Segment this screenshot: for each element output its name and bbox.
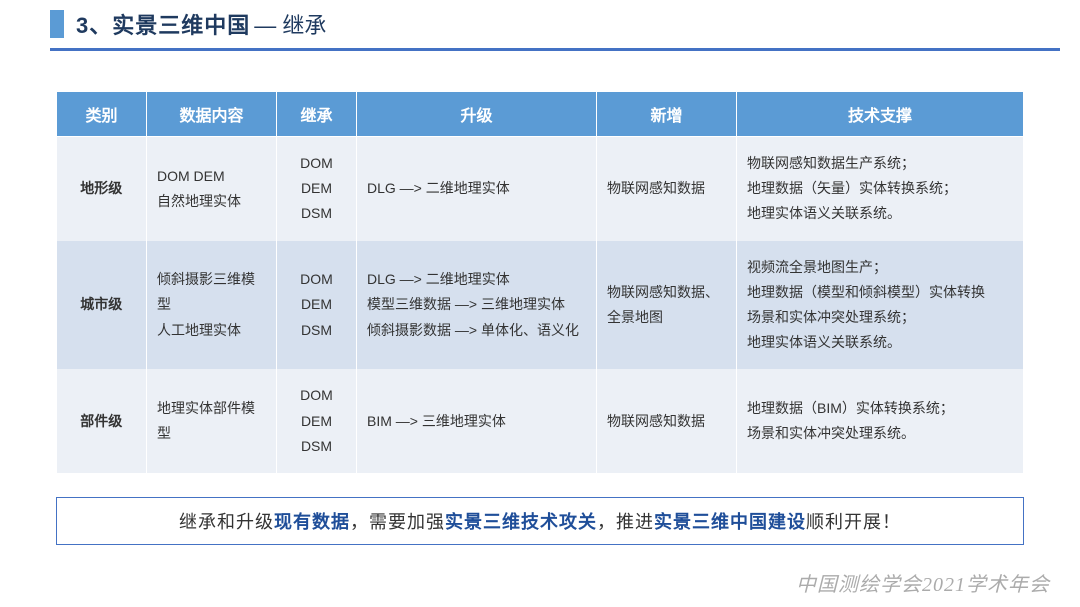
cell-content: DOM DEM自然地理实体 <box>147 137 277 241</box>
cell-added: 物联网感知数据 <box>597 137 737 241</box>
header-underline <box>50 48 1060 51</box>
cell-inherit: DOMDEMDSM <box>277 137 357 241</box>
table-header-row: 类别 数据内容 继承 升级 新增 技术支撑 <box>57 92 1024 137</box>
cell-added: 物联网感知数据 <box>597 369 737 473</box>
table-row: 地形级 DOM DEM自然地理实体 DOMDEMDSM DLG —> 二维地理实… <box>57 137 1024 241</box>
cell-inherit: DOMDEMDSM <box>277 241 357 370</box>
cell-category: 城市级 <box>57 241 147 370</box>
cell-content: 地理实体部件模型 <box>147 369 277 473</box>
col-added: 新增 <box>597 92 737 137</box>
cell-category: 部件级 <box>57 369 147 473</box>
cell-category: 地形级 <box>57 137 147 241</box>
col-upgrade: 升级 <box>357 92 597 137</box>
cell-inherit: DOMDEMDSM <box>277 369 357 473</box>
table-row: 部件级 地理实体部件模型 DOMDEMDSM BIM —> 三维地理实体 物联网… <box>57 369 1024 473</box>
table-row: 城市级 倾斜摄影三维模型人工地理实体 DOMDEMDSM DLG —> 二维地理… <box>57 241 1024 370</box>
watermark-text: 中国测绘学会2021学术年会 <box>796 568 1050 597</box>
cell-tech: 地理数据（BIM）实体转换系统；场景和实体冲突处理系统。 <box>737 369 1024 473</box>
cell-upgrade: BIM —> 三维地理实体 <box>357 369 597 473</box>
summary-text: 继承和升级 <box>179 512 274 532</box>
cell-added: 物联网感知数据、全景地图 <box>597 241 737 370</box>
col-category: 类别 <box>57 92 147 137</box>
inheritance-table: 类别 数据内容 继承 升级 新增 技术支撑 地形级 DOM DEM自然地理实体 … <box>56 91 1024 473</box>
cell-upgrade: DLG —> 二维地理实体 <box>357 137 597 241</box>
col-content: 数据内容 <box>147 92 277 137</box>
header-subtitle: — 继承 <box>254 8 326 40</box>
cell-content: 倾斜摄影三维模型人工地理实体 <box>147 241 277 370</box>
slide-header: 3、 实景三维中国 — 继承 <box>0 0 1080 46</box>
summary-text: ，需要加强 <box>350 512 445 532</box>
cell-tech: 物联网感知数据生产系统；地理数据（矢量）实体转换系统；地理实体语义关联系统。 <box>737 137 1024 241</box>
cell-upgrade: DLG —> 二维地理实体模型三维数据 —> 三维地理实体倾斜摄影数据 —> 单… <box>357 241 597 370</box>
summary-em: 实景三维技术攻关 <box>445 512 597 532</box>
summary-text: ，推进 <box>597 512 654 532</box>
header-title: 实景三维中国 <box>112 8 250 40</box>
col-inherit: 继承 <box>277 92 357 137</box>
col-tech: 技术支撑 <box>737 92 1024 137</box>
summary-em: 现有数据 <box>274 512 350 532</box>
header-number: 3、 <box>76 8 112 40</box>
summary-em: 实景三维中国建设 <box>654 512 806 532</box>
summary-callout: 继承和升级现有数据，需要加强实景三维技术攻关，推进实景三维中国建设顺利开展！ <box>56 497 1024 545</box>
summary-text: 顺利开展！ <box>806 512 901 532</box>
cell-tech: 视频流全景地图生产；地理数据（模型和倾斜模型）实体转换场景和实体冲突处理系统；地… <box>737 241 1024 370</box>
accent-bar <box>50 10 64 38</box>
table-container: 类别 数据内容 继承 升级 新增 技术支撑 地形级 DOM DEM自然地理实体 … <box>56 91 1024 473</box>
